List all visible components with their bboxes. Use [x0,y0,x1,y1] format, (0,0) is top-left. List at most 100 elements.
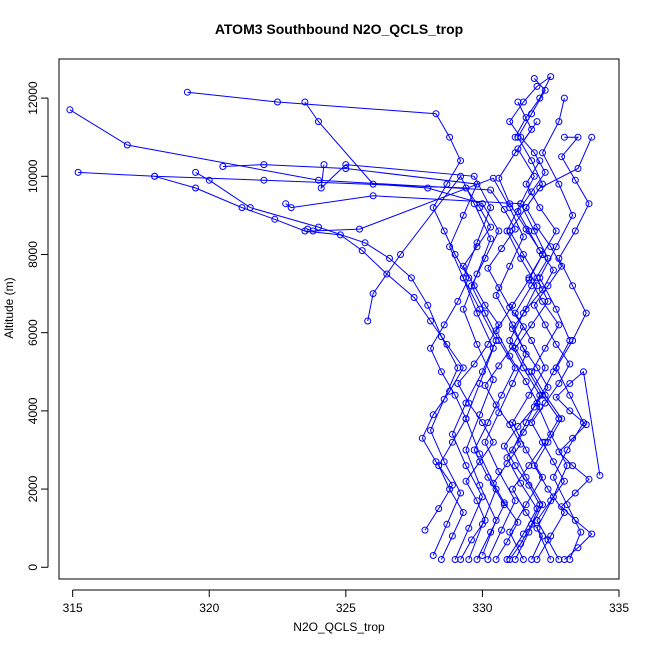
data-point [536,94,544,102]
y-tick-label: 10000 [26,159,40,193]
data-point [569,282,577,290]
data-point [509,446,516,454]
data-point [525,462,533,470]
data-point [569,211,577,219]
data-point [522,473,530,481]
data-point [571,516,579,524]
data-point [555,254,563,262]
data-point [481,301,489,309]
data-point [522,180,530,188]
data-point [571,227,579,235]
data-point [555,180,563,188]
series-2 [522,133,596,563]
y-axis: 0 2000 4000 6000 8000 10000 12000 [26,81,49,571]
data-point [282,200,290,208]
series-line [187,91,470,560]
data-point [369,290,377,298]
x-tick-label: 315 [63,601,83,615]
x-axis: 315 320 325 330 335 [63,589,629,615]
series-line [367,175,497,556]
data-point [555,321,563,329]
data-point [517,254,525,262]
data-point [555,118,563,126]
data-point [560,477,568,485]
data-point [446,387,454,395]
data-point [437,556,445,563]
data-point [522,509,530,516]
data-point [500,501,508,509]
x-tick-label: 335 [609,601,629,615]
data-point [484,556,492,563]
data-point [457,157,465,165]
data-point [397,251,404,258]
y-tick-label: 2000 [26,475,40,502]
data-point [451,391,459,399]
data-point [528,556,536,563]
data-point [481,254,489,262]
data-point [530,227,538,235]
data-point [517,479,525,487]
data-point [470,172,478,180]
data-point [511,462,519,470]
data-point [424,184,432,192]
data-point [547,556,555,563]
series-8 [549,133,593,563]
data-point [563,446,571,454]
data-point [315,118,322,126]
data-point [451,251,459,258]
data-point [555,380,563,387]
series-14 [552,368,604,563]
data-point [492,292,500,299]
data-point [506,352,514,360]
data-point [440,227,448,235]
data-point [574,544,582,552]
data-point [522,419,530,427]
data-point [522,446,530,454]
data-point [541,321,549,329]
series-11 [533,94,577,563]
data-point [369,192,377,200]
data-point [435,505,443,513]
data-point [574,133,582,141]
data-point [427,344,434,352]
data-point [358,247,366,255]
data-point [530,75,538,82]
x-tick-label: 325 [336,601,356,615]
series-line [285,195,549,560]
data-point [503,556,511,563]
data-point [541,86,549,94]
data-point [530,301,538,309]
data-point [274,98,281,106]
data-point [519,364,527,372]
data-point [484,419,492,427]
data-point [528,188,536,196]
data-point [342,161,350,169]
data-point [528,321,536,329]
data-point [492,401,500,409]
data-point [522,225,530,233]
data-point [558,415,566,423]
data-point [511,497,519,505]
data-point [476,450,484,458]
data-point [304,225,312,233]
data-point [509,321,516,329]
data-point [457,489,465,497]
series-1 [74,168,503,563]
data-point [519,233,527,241]
data-point [437,333,445,341]
data-point [470,446,478,454]
data-point [530,172,538,180]
data-point [552,340,560,348]
data-point [552,243,560,251]
data-point [544,438,552,446]
data-point [465,556,473,563]
data-point [183,88,191,96]
data-point [443,180,451,188]
series-line [222,164,497,560]
data-point [459,211,467,219]
data-point [544,254,552,262]
data-point [522,501,530,509]
data-point [427,426,434,434]
x-axis-label: N2O_QCLS_trop [293,620,385,634]
